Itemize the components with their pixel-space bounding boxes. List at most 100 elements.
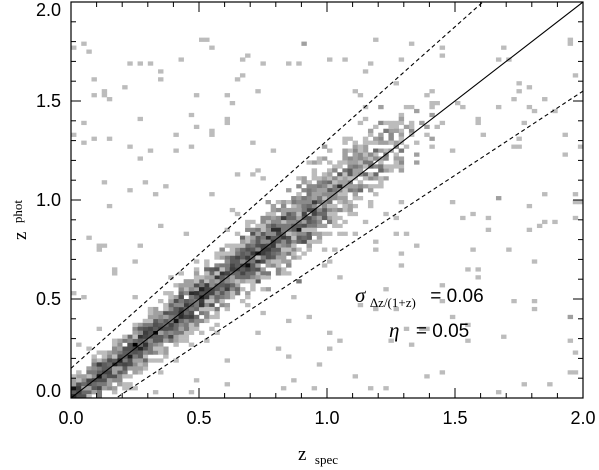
density-bin (163, 310, 169, 316)
density-bin (183, 330, 190, 335)
density-bin (321, 196, 328, 201)
density-bin (572, 370, 579, 375)
density-bin (280, 207, 287, 213)
density-bin (552, 108, 558, 114)
density-bin (199, 330, 205, 335)
density-bin (373, 152, 379, 157)
density-bin (209, 132, 215, 137)
density-bin (96, 350, 103, 355)
density-bin (327, 192, 333, 197)
density-bin (275, 207, 282, 213)
density-bin (250, 279, 256, 284)
density-bin (342, 192, 348, 197)
density-bin (168, 322, 174, 328)
density-bin (147, 338, 154, 343)
density-bin (321, 223, 328, 229)
density-bin (337, 196, 343, 201)
density-bin (434, 124, 440, 130)
density-bin (301, 227, 307, 232)
density-bin (137, 330, 143, 335)
density-bin (260, 259, 266, 264)
density-bin (265, 287, 271, 292)
density-bin (188, 390, 195, 395)
density-bin (542, 97, 548, 102)
density-bin (286, 215, 292, 221)
density-bin (311, 188, 318, 193)
density-bin (306, 314, 312, 320)
density-bin (71, 132, 77, 137)
density-bin (383, 128, 389, 133)
density-bin (516, 136, 522, 141)
density-bin (239, 275, 246, 280)
density-bin (260, 227, 266, 232)
density-bin (86, 370, 92, 375)
density-bin (280, 211, 287, 217)
density-bin (342, 207, 348, 213)
density-bin (255, 271, 261, 276)
density-bin (311, 203, 318, 209)
density-bin (224, 255, 231, 260)
density-bin (168, 314, 174, 320)
density-bin (178, 314, 184, 320)
density-bin (419, 120, 425, 126)
density-bin (408, 128, 415, 133)
density-bin (526, 227, 533, 232)
density-bin (270, 255, 277, 260)
density-bin (132, 354, 138, 359)
density-bin (234, 263, 241, 268)
density-bin (388, 124, 394, 130)
density-bin (163, 326, 169, 331)
density-bin (286, 251, 292, 256)
density-bin (362, 69, 369, 74)
density-bin (183, 231, 190, 236)
density-bin (265, 200, 271, 205)
density-bin (219, 247, 225, 252)
density-bin (147, 346, 154, 351)
density-bin (367, 128, 374, 133)
density-bin (204, 263, 210, 268)
density-bin (296, 247, 302, 252)
density-bin (209, 306, 215, 312)
density-bin (168, 334, 174, 339)
density-bin (117, 382, 123, 387)
density-bin (286, 271, 292, 276)
density-bin (321, 156, 328, 161)
density-bin (214, 267, 220, 272)
density-bin (255, 235, 261, 240)
density-bin (403, 231, 410, 236)
density-bin (316, 180, 323, 185)
density-bin (122, 370, 128, 375)
density-bin (388, 168, 394, 173)
density-bin (132, 259, 138, 264)
density-bin (234, 247, 241, 252)
density-bin (465, 338, 471, 343)
density-bin (327, 184, 333, 189)
density-bin (229, 287, 236, 292)
density-bin (357, 164, 364, 169)
density-bin (239, 57, 246, 62)
density-bin (306, 203, 312, 209)
density-bin (106, 350, 113, 355)
density-bin (224, 283, 231, 288)
density-bin (316, 192, 323, 197)
density-bin (101, 366, 108, 371)
density-bin (106, 362, 113, 367)
density-bin (342, 180, 348, 185)
density-bin (526, 85, 533, 90)
density-bin (178, 330, 184, 335)
density-bin (91, 77, 97, 82)
density-bin (301, 211, 307, 217)
density-bin (245, 251, 251, 256)
density-bin (132, 326, 138, 331)
density-bin (321, 144, 328, 149)
density-bin (280, 255, 287, 260)
density-bin (193, 378, 200, 383)
density-bin (311, 215, 318, 221)
density-bin (316, 207, 323, 213)
density-bin (255, 231, 261, 236)
density-bin (321, 176, 328, 181)
density-bin (275, 219, 282, 225)
density-bin (362, 164, 369, 169)
density-bin (260, 223, 266, 229)
density-bin (245, 227, 251, 232)
